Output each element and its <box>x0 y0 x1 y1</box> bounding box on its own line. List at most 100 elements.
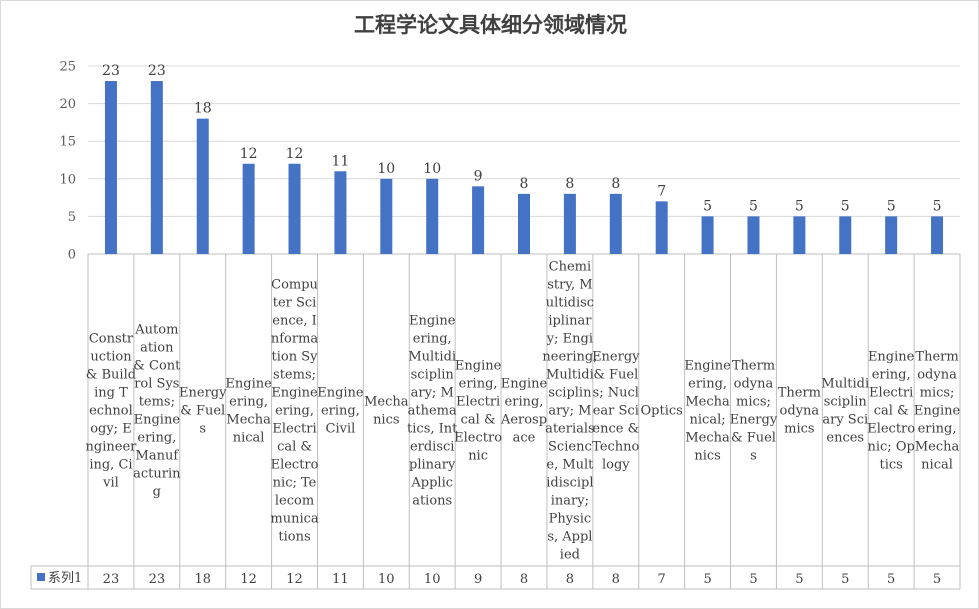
data-label: 5 <box>841 198 850 214</box>
category-label-line: idiscipl <box>546 476 593 491</box>
category-label-line: aterials <box>545 422 595 437</box>
y-tick-label: 15 <box>59 135 76 150</box>
data-label: 8 <box>565 176 574 192</box>
bar <box>518 193 530 254</box>
category-label-line: neering, <box>542 350 597 365</box>
data-label: 18 <box>194 101 212 117</box>
category-label-line: Energy <box>730 413 778 428</box>
table-value: 12 <box>286 572 303 587</box>
category-label-line: y; Engi <box>546 332 593 347</box>
category-label-line: Engine <box>914 404 961 419</box>
category-label-line: Autom <box>134 323 178 338</box>
category-label: Mecha nics <box>364 395 409 428</box>
category-label-line: ering, <box>872 368 911 383</box>
bar <box>701 216 714 254</box>
category-label-line: g <box>153 485 161 500</box>
category-label: Optics <box>641 404 683 419</box>
category-label-line: Engine <box>684 359 731 374</box>
category-label-line: echnol <box>89 404 133 419</box>
category-label-line: Mecha <box>364 395 409 410</box>
category-label-line: odyna <box>734 377 774 392</box>
category-label-line: ultidisc <box>546 296 594 311</box>
table-value: 5 <box>795 572 803 587</box>
category-label-line: Engine <box>409 314 456 329</box>
table-value: 18 <box>194 572 211 587</box>
legend-label: 系列1 <box>48 571 82 586</box>
bar <box>472 186 485 254</box>
data-label: 11 <box>332 153 350 169</box>
data-label: 23 <box>148 63 166 79</box>
category-label-line: ary Sci <box>822 413 868 428</box>
category-label-line: Electro <box>867 422 915 437</box>
category-label-line: ogy; E <box>90 422 132 437</box>
category-label-line: Mecha <box>915 440 960 455</box>
category-label-line: ering, <box>413 332 452 347</box>
bar <box>931 216 944 254</box>
category-label-line: tion Sy <box>272 350 319 365</box>
category-label: Engine ering, Electri cal & Electro nic <box>454 359 502 464</box>
category-label-line: ary; M <box>411 386 454 401</box>
category-label-line: Multidi <box>546 368 594 383</box>
category-label-line: Optics <box>641 404 683 419</box>
category-label-line: s <box>750 449 757 464</box>
category-label-line: s <box>199 422 206 437</box>
category-label-line: tics <box>879 458 902 473</box>
category-label-line: mics; <box>736 395 771 410</box>
category-label-line: Aerosp <box>500 413 547 428</box>
category-label-line: erdisci <box>410 440 455 455</box>
category-label-line: Electro <box>271 458 319 473</box>
category-label: Chemi stry, M ultidisc iplinar y; Engi neerin… <box>542 260 597 563</box>
category-label-line: ing T <box>94 386 128 401</box>
category-label-line: ace <box>513 431 536 446</box>
bar <box>242 163 255 254</box>
category-label-line: ter Sci <box>273 296 317 311</box>
table-value: 5 <box>749 572 757 587</box>
bar <box>839 216 852 254</box>
category-label-line: odyna <box>780 404 820 419</box>
category-label-line: ering, <box>918 422 957 437</box>
category-label-line: Scienc <box>548 440 592 455</box>
category-label-line: s, Appl <box>547 530 592 545</box>
table-value: 8 <box>520 572 528 587</box>
category-label-line: tems; <box>139 395 175 410</box>
table-value: 5 <box>841 572 849 587</box>
category-label-line: logy <box>602 458 630 473</box>
category-label-line: Engine <box>455 359 502 374</box>
category-label-line: ied <box>560 548 580 563</box>
category-label: Energy & Fuel s <box>179 386 227 437</box>
bar <box>655 201 668 254</box>
category-label-line: nforma <box>271 332 319 347</box>
category-label-line: rol Sys <box>134 377 179 392</box>
category-label-line: sciplin <box>824 395 868 410</box>
category-label-line: ering, <box>321 404 360 419</box>
category-label: Engine ering, Mecha nical; Mecha nics <box>684 359 731 464</box>
table-value: 8 <box>612 572 620 587</box>
legend-swatch <box>37 573 45 581</box>
table-value: 23 <box>149 572 166 587</box>
category-label-line: acturin <box>133 467 181 482</box>
category-label-line: Constr <box>89 332 134 347</box>
data-label: 8 <box>520 176 529 192</box>
category-label-line: ation <box>140 341 174 356</box>
data-label: 12 <box>240 146 258 162</box>
bar <box>380 178 393 254</box>
category-label-line: Engine <box>501 377 548 392</box>
category-label: Therm odyna mics; Energy & Fuel s <box>730 359 778 464</box>
category-label: Engine ering, Electri cal & Electro nic; Op ti… <box>867 350 915 473</box>
data-label: 8 <box>611 176 620 192</box>
category-label-line: Multidi <box>821 377 869 392</box>
y-tick-label: 0 <box>68 248 76 263</box>
category-label-line: nic; Te <box>273 476 317 491</box>
category-label: Engine ering, Multidi sciplin ary; M athema ti… <box>407 314 458 509</box>
category-label-line: stems; <box>273 368 316 383</box>
category-label-line: ering, <box>505 395 544 410</box>
table-value: 23 <box>103 572 120 587</box>
table-value: 9 <box>474 572 482 587</box>
category-label: Energy & Fuel s; Nucl ear Sci ence & Techno lo… <box>592 350 640 473</box>
category-label-line: Engine <box>271 386 318 401</box>
data-label: 10 <box>377 161 395 177</box>
category-label-line: Mecha <box>685 395 730 410</box>
y-tick-label: 20 <box>59 97 76 112</box>
category-label-line: Multidi <box>408 350 456 365</box>
